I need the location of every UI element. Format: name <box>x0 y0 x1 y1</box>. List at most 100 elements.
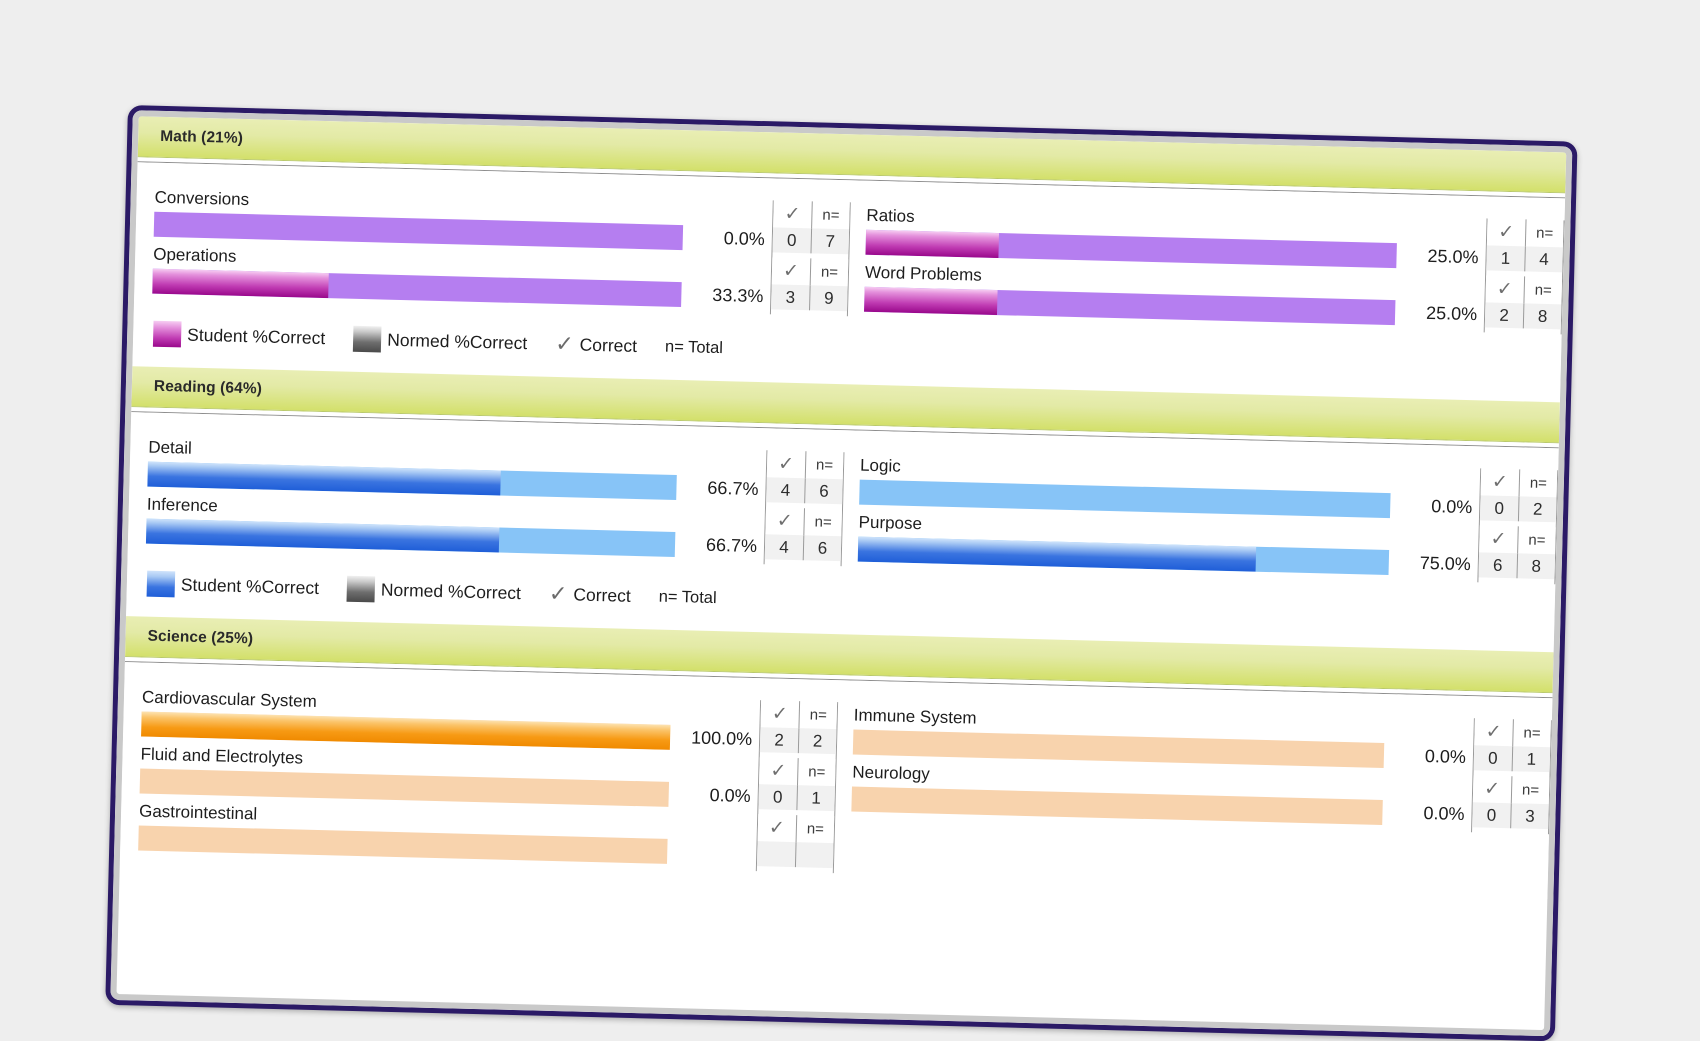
section-title: Math (21%) <box>160 127 244 147</box>
total-head-cell: n= <box>1524 219 1564 248</box>
skill-stats-left: ✓ n= 2 2 ✓ n= 0 1 ✓ n= <box>755 700 839 874</box>
skill-bar-fill <box>851 786 852 812</box>
stats-table: ✓ n= 0 1 ✓ n= 0 3 <box>1471 718 1552 835</box>
stats-head-row: ✓ n= <box>1480 468 1558 498</box>
skill-bar-fill <box>153 211 155 237</box>
correct-head-cell: ✓ <box>766 450 806 479</box>
skill-stats-right: ✓ n= 0 1 ✓ n= 0 3 <box>1470 718 1552 891</box>
legend-item-normed: Normed %Correct <box>346 575 522 606</box>
skill-row: Conversions 0.0% <box>153 185 771 253</box>
correct-value-cell: 0 <box>772 227 812 254</box>
legend-student-label: Student %Correct <box>180 573 320 598</box>
skill-percent: 100.0% <box>690 727 753 749</box>
correct-value-cell: 4 <box>766 477 805 504</box>
stats-head-row: ✓ n= <box>771 257 849 287</box>
skill-row: Logic 0.0% <box>859 453 1478 521</box>
total-head-cell: n= <box>795 815 835 844</box>
sections-container: Math (21%) Conversions 0.0% Operations 33.3%… <box>119 116 1567 900</box>
legend-item-student: Student %Correct <box>146 570 320 601</box>
skill-percent: 0.0% <box>1424 746 1467 768</box>
check-icon: ✓ <box>1490 528 1507 551</box>
stats-head-row: ✓ n= <box>1472 775 1550 805</box>
correct-value-cell: 6 <box>1478 552 1518 579</box>
check-icon: ✓ <box>1497 221 1515 244</box>
normed-color-swatch <box>352 325 382 353</box>
correct-head-cell: ✓ <box>759 757 798 786</box>
skill-bar-fill <box>152 268 329 299</box>
check-icon: ✓ <box>548 580 568 607</box>
check-icon: ✓ <box>776 510 793 532</box>
legend-student-label: Student %Correct <box>186 324 326 348</box>
correct-head-cell: ✓ <box>773 200 812 229</box>
legend-correct-label: Correct <box>579 334 638 356</box>
correct-head-cell: ✓ <box>1480 468 1520 497</box>
total-value-cell: 8 <box>1522 303 1562 330</box>
total-value-cell: 7 <box>810 228 850 255</box>
check-icon: ✓ <box>554 330 575 357</box>
stats-table: ✓ n= 1 4 ✓ n= 2 8 <box>1483 218 1565 335</box>
total-value-cell: 4 <box>1524 246 1563 273</box>
skill-percent: 0.0% <box>723 228 766 250</box>
normed-color-swatch <box>346 575 376 603</box>
correct-head-cell: ✓ <box>1479 525 1518 554</box>
skill-bar-fill <box>864 286 998 316</box>
stats-head-row: ✓ n= <box>1486 218 1564 248</box>
skill-percent: 0.0% <box>709 784 751 806</box>
total-head-cell: n= <box>1518 469 1558 498</box>
total-value-cell: 1 <box>1511 746 1551 773</box>
skill-row: Detail 66.7% <box>147 435 764 503</box>
skill-column-right: Immune System 0.0% Neurology 0.0% ✓ n= 0 1 ✓ n= 0 3 <box>834 702 1552 891</box>
stats-head-row: ✓ n= <box>1474 718 1551 748</box>
check-icon: ✓ <box>1483 778 1501 800</box>
skill-bars-left: Conversions 0.0% Operations 33.3% <box>152 185 771 315</box>
skill-stats-right: ✓ n= 0 2 ✓ n= 6 8 <box>1477 468 1559 585</box>
skill-stats-left: ✓ n= 4 6 ✓ n= 4 6 <box>763 450 845 567</box>
skill-bars-right: Immune System 0.0% Neurology 0.0% <box>850 703 1472 890</box>
total-head-cell: n= <box>798 701 838 730</box>
skill-row: Word Problems 25.0% <box>864 260 1483 328</box>
correct-value-cell: 1 <box>1486 245 1525 272</box>
skill-column-right: Ratios 25.0% Word Problems 25.0% ✓ n= 1 4 ✓ n= 2 8 <box>848 202 1565 335</box>
check-icon: ✓ <box>1496 278 1513 301</box>
skill-row: Neurology 0.0% <box>851 760 1470 828</box>
total-head-cell: n= <box>1523 276 1563 305</box>
stats-head-row: ✓ n= <box>760 700 838 730</box>
stats-head-row: ✓ n= <box>766 450 844 480</box>
correct-value-cell: 0 <box>1479 495 1519 522</box>
section-0: Math (21%) Conversions 0.0% Operations 33.3%… <box>132 116 1567 403</box>
total-head-cell: n= <box>803 508 843 537</box>
correct-value-cell: 3 <box>771 284 810 311</box>
skill-percent: 0.0% <box>1423 803 1465 825</box>
skill-percent: 25.0% <box>1425 302 1478 325</box>
skill-bar-fill <box>859 479 860 505</box>
skill-percent: 25.0% <box>1427 245 1479 268</box>
stats-head-row: ✓ n= <box>773 200 850 230</box>
total-head-cell: n= <box>804 451 844 480</box>
total-head-cell: n= <box>809 258 849 287</box>
report-panel-inner: Math (21%) Conversions 0.0% Operations 33.3%… <box>110 110 1573 1037</box>
skill-percent: 0.0% <box>1430 496 1473 518</box>
check-icon: ✓ <box>770 760 787 782</box>
correct-head-cell: ✓ <box>1474 718 1513 747</box>
stats-table: ✓ n= 2 2 ✓ n= 0 1 ✓ n= <box>755 700 839 874</box>
correct-head-cell: ✓ <box>1485 275 1525 304</box>
legend-normed-label: Normed %Correct <box>387 329 528 353</box>
skill-bars-right: Logic 0.0% Purpose 75.0% <box>857 453 1479 583</box>
legend-correct-label: Correct <box>573 583 631 606</box>
correct-head-cell: ✓ <box>757 814 797 843</box>
total-value-cell: 3 <box>1510 803 1549 830</box>
check-icon: ✓ <box>782 260 800 283</box>
skill-row: Operations 33.3% <box>152 242 769 310</box>
skill-bar-fill <box>865 229 999 259</box>
legend-item-normed: Normed %Correct <box>352 325 528 356</box>
correct-head-cell: ✓ <box>760 700 800 729</box>
correct-value-cell: 0 <box>1473 745 1513 772</box>
total-value-cell: 9 <box>809 285 848 312</box>
